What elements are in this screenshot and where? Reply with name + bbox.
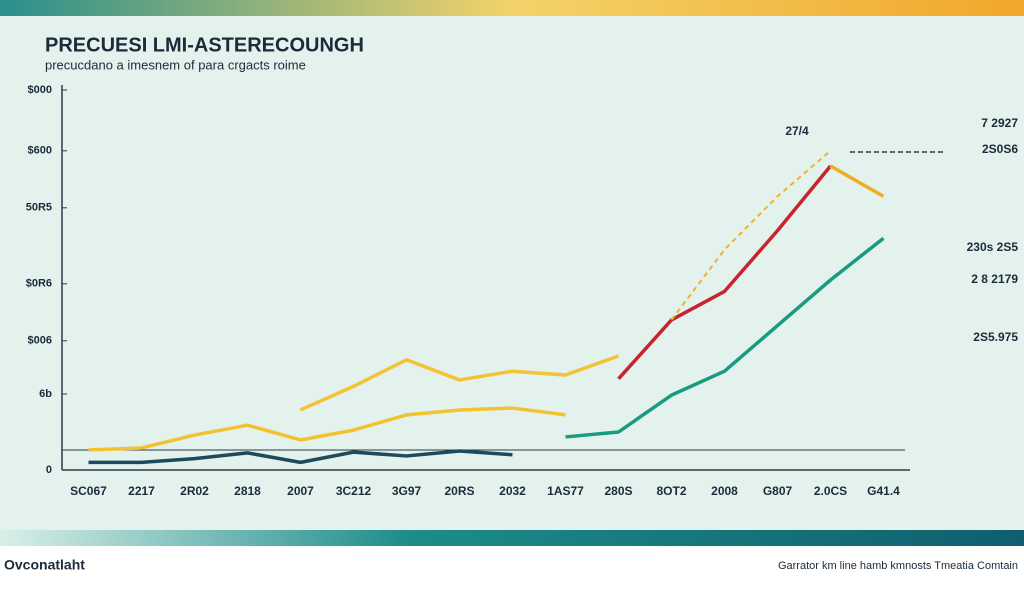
x-tick-label: 280S — [604, 484, 632, 498]
annotation: 230s 2S5 — [967, 240, 1019, 254]
x-tick-label: G41.4 — [867, 484, 900, 498]
x-tick-label: G807 — [763, 484, 793, 498]
footer-right: Garrator km line hamb kmnosts Tmeatia Co… — [778, 560, 1018, 572]
x-tick-label: SC067 — [70, 484, 107, 498]
chart-title: PRECUESI LMI-ASTERECOUNGH — [45, 34, 364, 56]
x-tick-label: 3G97 — [392, 484, 422, 498]
x-tick-label: 3C212 — [336, 484, 372, 498]
x-tick-label: 2032 — [499, 484, 526, 498]
y-tick-label: 0 — [46, 464, 52, 476]
series-line — [88, 406, 566, 452]
x-tick-label: 8OT2 — [656, 484, 686, 498]
annotation: 27/4 — [785, 124, 809, 138]
x-tick-label: 2217 — [128, 484, 155, 498]
y-tick-label: $600 — [28, 145, 52, 157]
series-line — [829, 164, 885, 198]
series-line — [565, 236, 885, 439]
footer-bar — [0, 546, 1024, 585]
x-tick-label: 2008 — [711, 484, 738, 498]
annotation: 7 2927 — [981, 116, 1018, 130]
top-band — [0, 0, 1024, 16]
series-line — [670, 150, 832, 321]
x-tick-label: 1AS77 — [547, 484, 584, 498]
bottom-band — [0, 530, 1024, 546]
annotation: 2S0S6 — [982, 142, 1018, 156]
x-tick-label: 2818 — [234, 484, 261, 498]
y-tick-label: $000 — [28, 84, 52, 96]
series-line — [88, 449, 513, 465]
annotation: 2 8 2179 — [971, 272, 1018, 286]
y-tick-label: $006 — [28, 335, 52, 347]
x-tick-label: 2R02 — [180, 484, 209, 498]
series-line — [299, 354, 620, 412]
x-tick-label: 2007 — [287, 484, 314, 498]
x-tick-label: 20RS — [444, 484, 474, 498]
series-line — [617, 164, 832, 380]
chart-subtitle: precucdano a imesnem of para crgacts roi… — [45, 57, 306, 72]
footer-left: Ovconatlaht — [4, 557, 85, 573]
y-tick-label: 6b — [39, 388, 52, 400]
y-tick-label: $0R6 — [26, 278, 52, 290]
y-tick-label: 50R5 — [26, 202, 52, 214]
x-tick-label: 2.0CS — [814, 484, 847, 498]
annotation: 2S5.975 — [973, 330, 1018, 344]
